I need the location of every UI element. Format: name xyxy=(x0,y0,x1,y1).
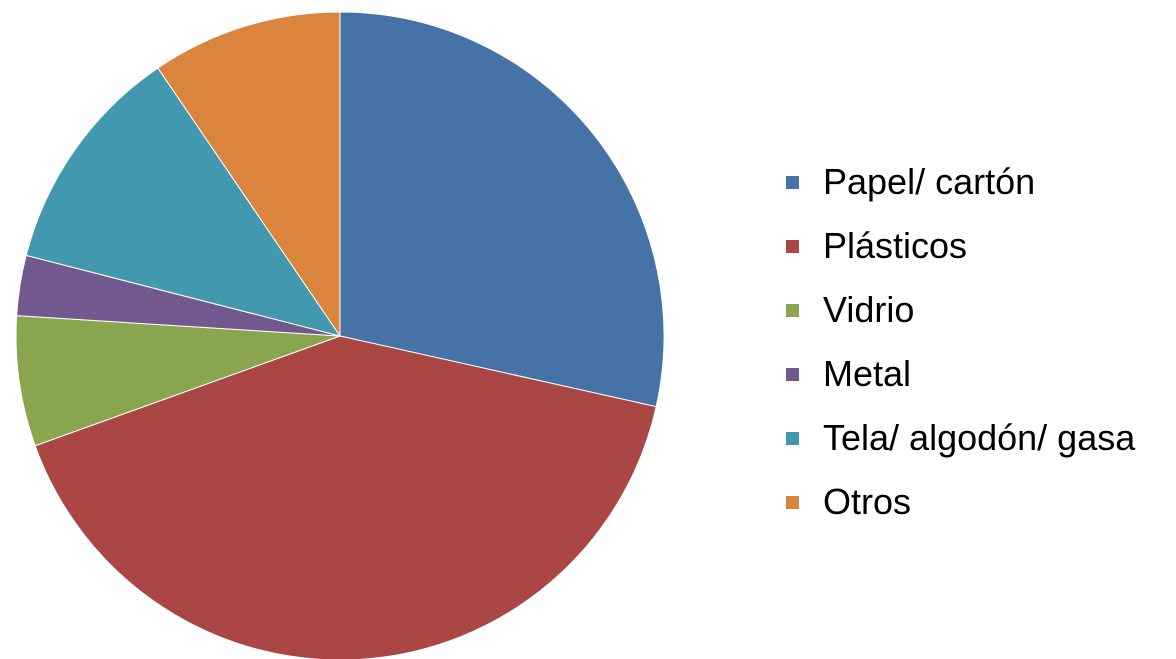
legend-swatch xyxy=(786,303,799,317)
legend-swatch xyxy=(786,175,799,189)
legend: Papel/ cartón Plásticos Vidrio Metal Tela/ a… xyxy=(786,150,1176,534)
pie-slice-1 xyxy=(339,11,665,408)
legend-label: Plásticos xyxy=(823,225,968,266)
pie-slice-3 xyxy=(15,315,341,447)
legend-item: Papel/ cartón xyxy=(786,150,1176,214)
legend-label: Papel/ cartón xyxy=(823,161,1036,202)
legend-swatch xyxy=(786,495,799,509)
legend-item: Vidrio xyxy=(786,278,1176,342)
legend-label: Vidrio xyxy=(823,289,915,330)
pie-slice-2 xyxy=(34,335,657,659)
pie-plot xyxy=(15,11,665,659)
legend-item: Metal xyxy=(786,342,1176,406)
legend-swatch xyxy=(786,431,799,445)
legend-label: Tela/ algodón/ gasa xyxy=(823,417,1136,458)
pie-slice-6 xyxy=(157,11,341,338)
legend-item: Plásticos xyxy=(786,214,1176,278)
legend-item: Otros xyxy=(786,470,1176,534)
legend-swatch xyxy=(786,239,799,253)
legend-item: Tela/ algodón/ gasa xyxy=(786,406,1176,470)
pie-slice-5 xyxy=(25,67,342,337)
legend-label: Otros xyxy=(823,481,912,522)
legend-label: Metal xyxy=(823,353,912,394)
legend-swatch xyxy=(786,367,799,381)
